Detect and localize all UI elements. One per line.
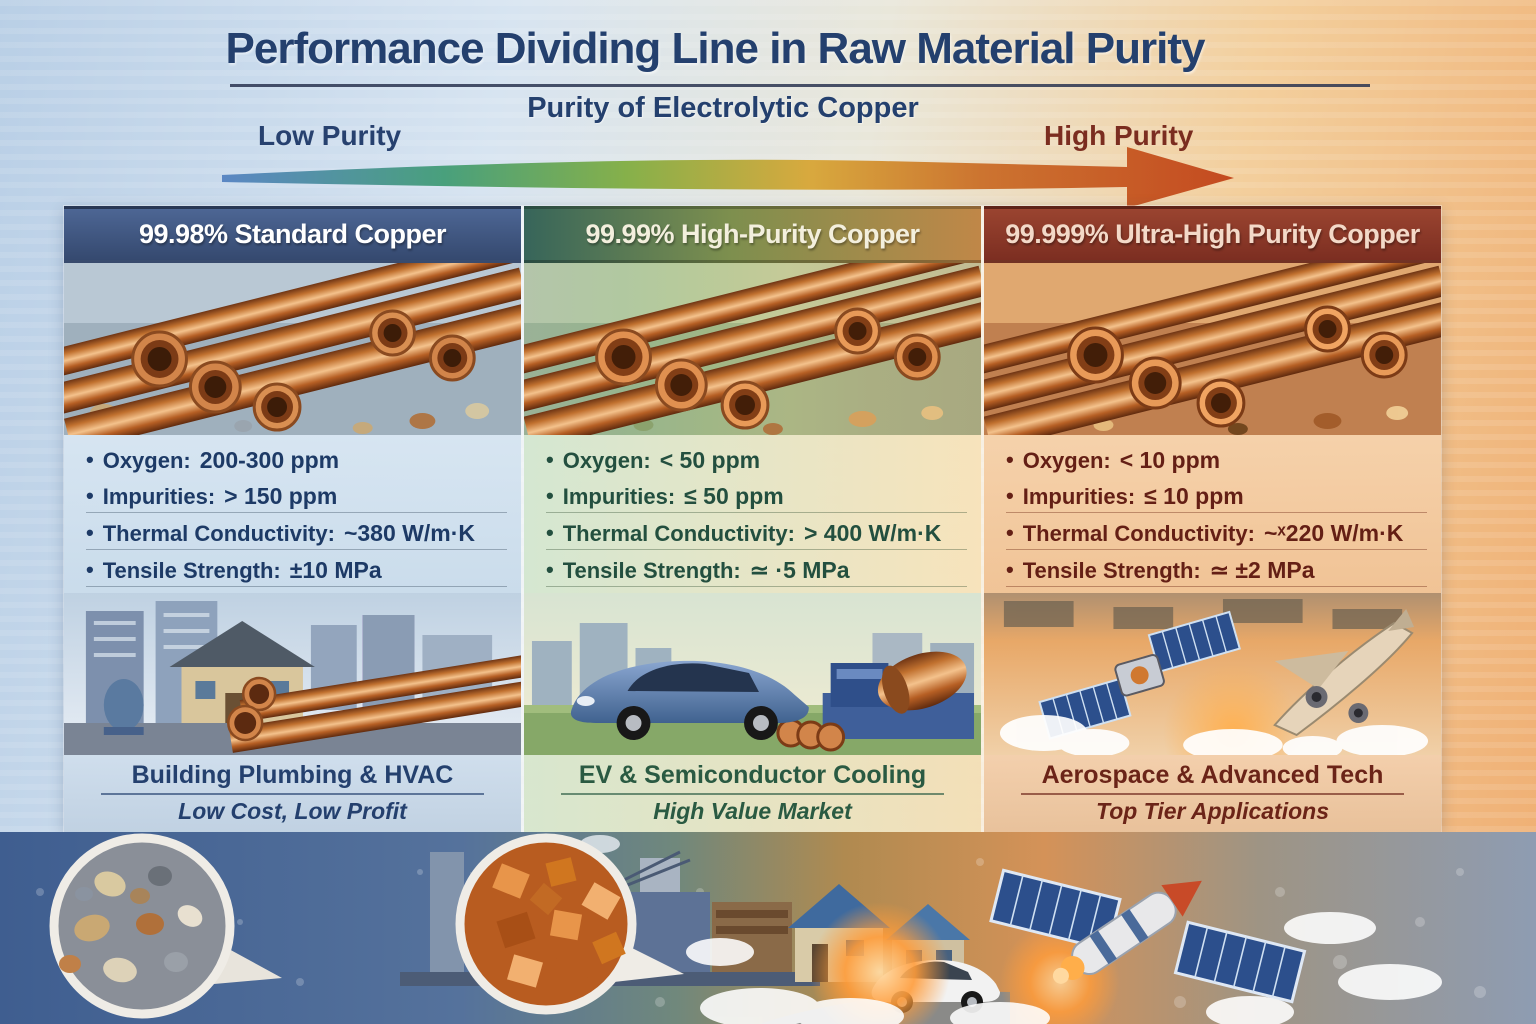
spec-value: > 150 ppm — [224, 483, 338, 509]
bullet-icon: • — [86, 447, 94, 472]
spec-label: Thermal Conductivity: — [562, 521, 795, 546]
column-footer: EV & Semiconductor Cooling High Value Ma… — [524, 755, 981, 832]
bullet-icon: • — [1006, 447, 1014, 472]
spec-label: Tensile Strength: — [1022, 558, 1201, 583]
jet-aircraft-icon — [1273, 609, 1415, 737]
footer-rule — [560, 793, 945, 795]
page-title: Performance Dividing Line in Raw Materia… — [225, 24, 1206, 73]
spec-value: ±10 MPa — [289, 557, 382, 583]
column-footer: Building Plumbing & HVAC Low Cost, Low P… — [64, 755, 521, 832]
spec-row-tensile: • Tensile Strength: ≃ ±2 MPa — [1006, 555, 1427, 587]
ore-magnifier-icon — [49, 833, 282, 1019]
spec-label: Thermal Conductivity: — [102, 521, 335, 546]
spec-label: Tensile Strength: — [562, 558, 741, 583]
spec-label: Impurities: — [562, 484, 676, 509]
footer-rule — [1020, 793, 1405, 795]
column-header: 99.99% High-Purity Copper — [524, 206, 981, 263]
bullet-icon: • — [86, 557, 94, 582]
spec-value: ≤ 50 ppm — [684, 483, 784, 509]
ev-cooling-illustration — [524, 593, 981, 755]
bullet-icon: • — [546, 447, 554, 472]
spec-label: Oxygen: — [562, 448, 651, 473]
spec-row-thermal: • Thermal Conductivity: ~380 W/m·K — [86, 518, 507, 550]
bullet-icon: • — [86, 483, 94, 508]
spec-row-impurities: • Impurities: > 150 ppm — [86, 481, 507, 513]
copper-pipes-photo — [64, 263, 521, 435]
subtitle: Purity of Electrolytic Copper — [527, 92, 919, 124]
spec-value: ~ˣ220 W/m·K — [1263, 520, 1404, 546]
bottom-panorama — [0, 832, 1536, 1024]
ev-car-icon — [570, 660, 809, 740]
column-standard-copper: 99.98% Standard Copper — [64, 206, 521, 832]
spec-row-tensile: • Tensile Strength: ≃ ·5 MPa — [546, 555, 967, 587]
column-footer: Aerospace & Advanced Tech Top Tier Appli… — [984, 755, 1441, 832]
market-note: Low Cost, Low Profit — [178, 797, 407, 824]
spec-row-thermal: • Thermal Conductivity: > 400 W/m·K — [546, 518, 967, 550]
cooling-unit-icon — [822, 651, 975, 739]
spec-row-impurities: • Impurities: ≤ 10 ppm — [1006, 481, 1427, 513]
copper-coil-icon — [776, 718, 846, 752]
spec-label: Impurities: — [102, 484, 216, 509]
application-label: Aerospace & Advanced Tech — [1041, 761, 1384, 789]
purity-gradient-arrow-icon — [222, 142, 1267, 214]
title-underline — [230, 84, 1370, 87]
copper-crystal-magnifier-icon — [455, 833, 684, 1015]
spec-value: > 400 W/m·K — [803, 520, 942, 546]
spec-value: < 10 ppm — [1119, 447, 1221, 473]
spec-value: ≃ ±2 MPa — [1209, 557, 1315, 583]
column-header: 99.98% Standard Copper — [64, 206, 521, 263]
cloud-icon — [999, 715, 1429, 755]
plumbing-city-illustration — [64, 593, 521, 755]
bullet-icon: • — [86, 520, 94, 545]
market-note: High Value Market — [653, 797, 852, 824]
spec-label: Impurities: — [1022, 484, 1136, 509]
spec-label: Oxygen: — [1022, 448, 1111, 473]
bullet-icon: • — [1006, 520, 1014, 545]
spec-value: 200-300 ppm — [199, 447, 340, 473]
spec-row-oxygen: • Oxygen: < 50 ppm — [546, 445, 967, 476]
spec-row-tensile: • Tensile Strength: ±10 MPa — [86, 555, 507, 587]
market-note: Top Tier Applications — [1096, 797, 1329, 824]
spec-value: ≃ ·5 MPa — [749, 557, 850, 583]
spec-label: Oxygen: — [102, 448, 191, 473]
bullet-icon: • — [546, 483, 554, 508]
application-label: Building Plumbing & HVAC — [131, 761, 454, 789]
spec-row-impurities: • Impurities: ≤ 50 ppm — [546, 481, 967, 513]
column-header: 99.999% Ultra-High Purity Copper — [984, 206, 1441, 263]
bullet-icon: • — [1006, 483, 1014, 508]
application-label: EV & Semiconductor Cooling — [578, 761, 927, 789]
spec-value: ~380 W/m·K — [343, 520, 475, 546]
bullet-icon: • — [546, 557, 554, 582]
spec-list: • Oxygen: < 50 ppm • Impurities: ≤ 50 ppm • T… — [524, 435, 981, 593]
comparison-panel: 99.98% Standard Copper — [64, 206, 1441, 832]
high-purity-label: High Purity — [1044, 120, 1194, 151]
column-ultra-high-purity-copper: 99.999% Ultra-High Purity Copper — [984, 206, 1441, 832]
spec-value: ≤ 10 ppm — [1144, 483, 1244, 509]
aerospace-illustration — [984, 593, 1441, 755]
low-purity-label: Low Purity — [258, 120, 402, 151]
spec-list: • Oxygen: < 10 ppm • Impurities: ≤ 10 ppm • T… — [984, 435, 1441, 593]
bullet-icon: • — [1006, 557, 1014, 582]
bullet-icon: • — [546, 520, 554, 545]
copper-pipe-icon — [229, 654, 521, 753]
copper-pipes-photo — [984, 263, 1441, 435]
spec-row-oxygen: • Oxygen: < 10 ppm — [1006, 445, 1427, 476]
spec-row-oxygen: • Oxygen: 200-300 ppm — [86, 445, 507, 476]
spec-label: Thermal Conductivity: — [1022, 521, 1255, 546]
copper-pipes-photo — [524, 263, 981, 435]
footer-rule — [100, 793, 485, 795]
spec-list: • Oxygen: 200-300 ppm • Impurities: > 150 pp… — [64, 435, 521, 593]
rocket-icon — [1052, 880, 1202, 984]
spec-label: Tensile Strength: — [102, 558, 281, 583]
spec-row-thermal: • Thermal Conductivity: ~ˣ220 W/m·K — [1006, 518, 1427, 550]
cloud-icon — [686, 912, 1442, 1024]
column-high-purity-copper: 99.99% High-Purity Copper — [524, 206, 981, 832]
spec-value: < 50 ppm — [659, 447, 761, 473]
